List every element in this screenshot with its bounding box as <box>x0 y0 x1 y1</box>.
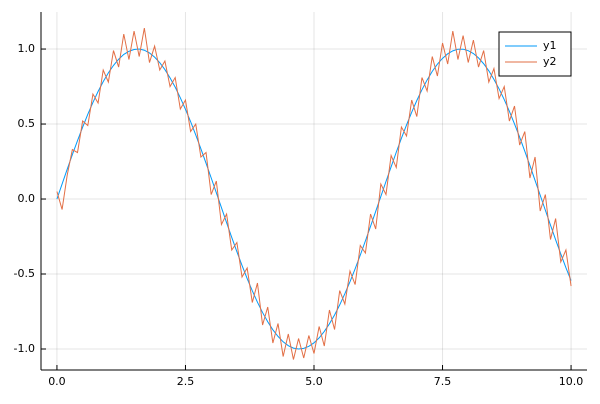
legend-box <box>498 31 572 77</box>
y-tick-label: 0.5 <box>18 117 36 130</box>
x-tick-label: 2.5 <box>177 375 195 388</box>
y-tick-label: -1.0 <box>14 342 35 355</box>
x-tick-label: 5.0 <box>305 375 323 388</box>
data-line <box>56 48 572 350</box>
y-tick-label: 1.0 <box>18 42 36 55</box>
x-tick-label: 7.5 <box>434 375 452 388</box>
legend-label: y1 <box>543 39 557 52</box>
x-tick-label: 10.0 <box>559 375 584 388</box>
y-tick-label: 0.0 <box>18 192 36 205</box>
y-tick-label: -0.5 <box>14 267 35 280</box>
data-line <box>56 27 572 360</box>
legend-label: y2 <box>543 55 557 68</box>
x-tick-label: 0.0 <box>48 375 66 388</box>
